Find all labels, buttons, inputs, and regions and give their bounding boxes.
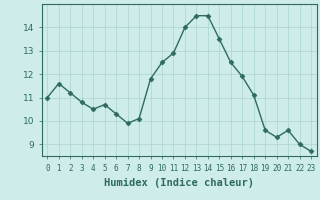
X-axis label: Humidex (Indice chaleur): Humidex (Indice chaleur) <box>104 178 254 188</box>
